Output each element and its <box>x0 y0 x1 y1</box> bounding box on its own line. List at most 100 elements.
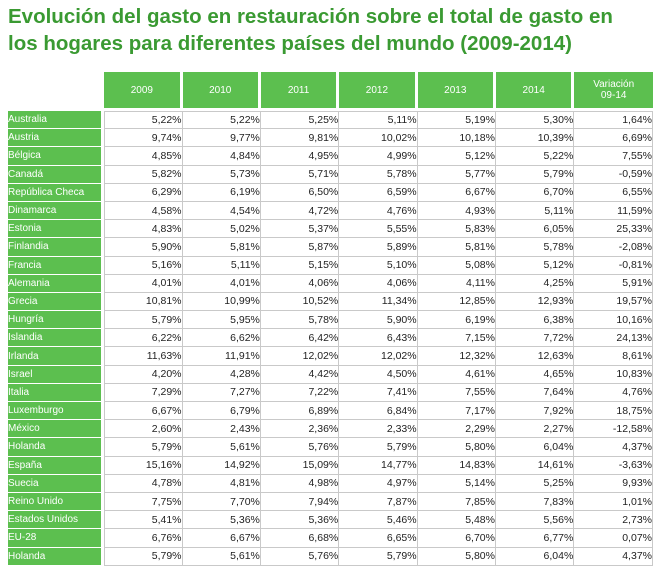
table-cell: 5,25% <box>260 111 340 130</box>
table-row: México 2,60% 2,43% 2,36% 2,33% 2,29% 2,27% -12,… <box>8 420 653 439</box>
table-cell: 15,16% <box>104 456 183 475</box>
table-cell: 9,81% <box>260 129 340 148</box>
table-row: Israel 4,20% 4,28% 4,42% 4,50% 4,61% 4,65% 10,8… <box>8 365 653 384</box>
table-cell: 6,19% <box>182 183 261 202</box>
table-cell: 5,11% <box>495 201 575 221</box>
table-cell: 7,27% <box>182 383 261 402</box>
table-cell: 7,17% <box>417 402 496 421</box>
table-cell: 5,95% <box>182 311 261 330</box>
column-header-variation: Variación 09-14 <box>574 72 653 108</box>
row-country-label: Grecia <box>8 292 105 312</box>
table-cell: 24,13% <box>574 329 653 348</box>
row-country-label: Suecia <box>8 474 105 493</box>
table-cell: 4,06% <box>339 274 418 293</box>
table-cell: 12,32% <box>417 347 496 366</box>
table-cell: 4,76% <box>339 201 418 221</box>
table-cell: 7,87% <box>339 492 418 512</box>
table-cell: 4,65% <box>495 365 575 384</box>
table-cell: 10,99% <box>182 292 261 312</box>
table-cell: 5,25% <box>495 474 575 493</box>
table-cell: 5,22% <box>182 111 261 130</box>
table-cell: 5,12% <box>417 147 496 166</box>
table-cell: 6,76% <box>104 529 183 548</box>
table-cell: 6,84% <box>339 402 418 421</box>
table-cell: 19,57% <box>574 292 653 312</box>
table-cell: 5,61% <box>182 438 261 457</box>
table-cell: -0,59% <box>574 165 653 184</box>
table-cell: 4,11% <box>417 274 496 293</box>
table-cell: 5,79% <box>104 438 183 457</box>
table-cell: 5,79% <box>495 165 575 184</box>
table-row: Holanda 5,79% 5,61% 5,76% 5,79% 5,80% 6,04% 4,3… <box>8 547 653 566</box>
row-country-label: España <box>8 456 105 475</box>
table-row: República Checa 6,29% 6,19% 6,50% 6,59% 6,67%… <box>8 183 653 202</box>
table-cell: 6,68% <box>260 529 340 548</box>
table-cell: 7,55% <box>417 383 496 402</box>
table-cell: 7,15% <box>417 329 496 348</box>
table-cell: 4,99% <box>339 147 418 166</box>
table-cell: 5,61% <box>182 547 261 566</box>
table-cell: 1,64% <box>574 111 653 130</box>
table-cell: 6,62% <box>182 329 261 348</box>
table-cell: 7,94% <box>260 492 340 512</box>
table-cell: 9,77% <box>182 129 261 148</box>
table-row: EU-28 6,76% 6,67% 6,68% 6,65% 6,70% 6,77% 0,07% <box>8 529 653 548</box>
table-row: Reino Unido 7,75% 7,70% 7,94% 7,87% 7,85% 7,83… <box>8 492 653 512</box>
table-cell: 5,78% <box>260 311 340 330</box>
table-cell: 10,39% <box>495 129 575 148</box>
table-cell: 5,16% <box>104 256 183 275</box>
table-cell: 5,79% <box>104 547 183 566</box>
table-cell: 5,78% <box>495 238 575 257</box>
table-row: Austria 9,74% 9,77% 9,81% 10,02% 10,18% 10,39%… <box>8 129 653 148</box>
table-row: Alemania 4,01% 4,01% 4,06% 4,06% 4,11% 4,25% 5,… <box>8 274 653 293</box>
table-row: Dinamarca 4,58% 4,54% 4,72% 4,76% 4,93% 5,11% 1… <box>8 201 653 221</box>
table-cell: 6,43% <box>339 329 418 348</box>
table-row: Holanda 5,79% 5,61% 5,76% 5,79% 5,80% 6,04% 4,3… <box>8 438 653 457</box>
table-cell: 11,91% <box>182 347 261 366</box>
table-cell: 10,83% <box>574 365 653 384</box>
table-cell: 7,75% <box>104 492 183 512</box>
table-cell: 11,34% <box>339 292 418 312</box>
data-table: 2009 2010 2011 2012 2013 2014 Variación 0… <box>8 72 653 566</box>
table-cell: 2,33% <box>339 420 418 439</box>
table-cell: 5,73% <box>182 165 261 184</box>
table-row: Australia 5,22% 5,22% 5,25% 5,11% 5,19% 5,30% 1… <box>8 111 653 130</box>
table-cell: 5,22% <box>104 111 183 130</box>
table-cell: 5,79% <box>339 438 418 457</box>
table-cell: 5,14% <box>417 474 496 493</box>
table-cell: 11,63% <box>104 347 183 366</box>
table-row: Luxemburgo 6,67% 6,79% 6,89% 6,84% 7,17% 7,92%… <box>8 402 653 421</box>
table-cell: 5,76% <box>260 438 340 457</box>
table-row: Francia 5,16% 5,11% 5,15% 5,10% 5,08% 5,12% -0,… <box>8 256 653 275</box>
row-country-label: Israel <box>8 365 105 384</box>
table-cell: 2,29% <box>417 420 496 439</box>
table-cell: 6,67% <box>417 183 496 202</box>
row-country-label: Finlandia <box>8 238 105 257</box>
table-cell: 5,78% <box>339 165 418 184</box>
row-country-label: Australia <box>8 111 105 130</box>
header-row: 2009 2010 2011 2012 2013 2014 Variación 0… <box>8 72 653 108</box>
table-cell: 4,84% <box>182 147 261 166</box>
table-cell: 4,37% <box>574 438 653 457</box>
table-cell: 10,52% <box>260 292 340 312</box>
table-cell: 5,79% <box>339 547 418 566</box>
table-cell: 5,90% <box>339 311 418 330</box>
table-cell: 5,81% <box>182 238 261 257</box>
table-cell: 4,54% <box>182 201 261 221</box>
table-cell: 4,98% <box>260 474 340 493</box>
table-cell: 7,92% <box>495 402 575 421</box>
column-header: 2012 <box>339 72 418 108</box>
table-cell: 2,43% <box>182 420 261 439</box>
table-cell: -12,58% <box>574 420 653 439</box>
row-country-label: Canadá <box>8 165 105 184</box>
table-cell: 5,89% <box>339 238 418 257</box>
table-cell: 7,55% <box>574 147 653 166</box>
column-header: 2013 <box>417 72 496 108</box>
row-country-label: Bélgica <box>8 147 105 166</box>
row-country-label: Austria <box>8 129 105 148</box>
table-cell: -0,81% <box>574 256 653 275</box>
table-cell: 2,27% <box>495 420 575 439</box>
table-cell: 2,60% <box>104 420 183 439</box>
row-country-label: Luxemburgo <box>8 402 105 421</box>
row-country-label: Holanda <box>8 438 105 457</box>
